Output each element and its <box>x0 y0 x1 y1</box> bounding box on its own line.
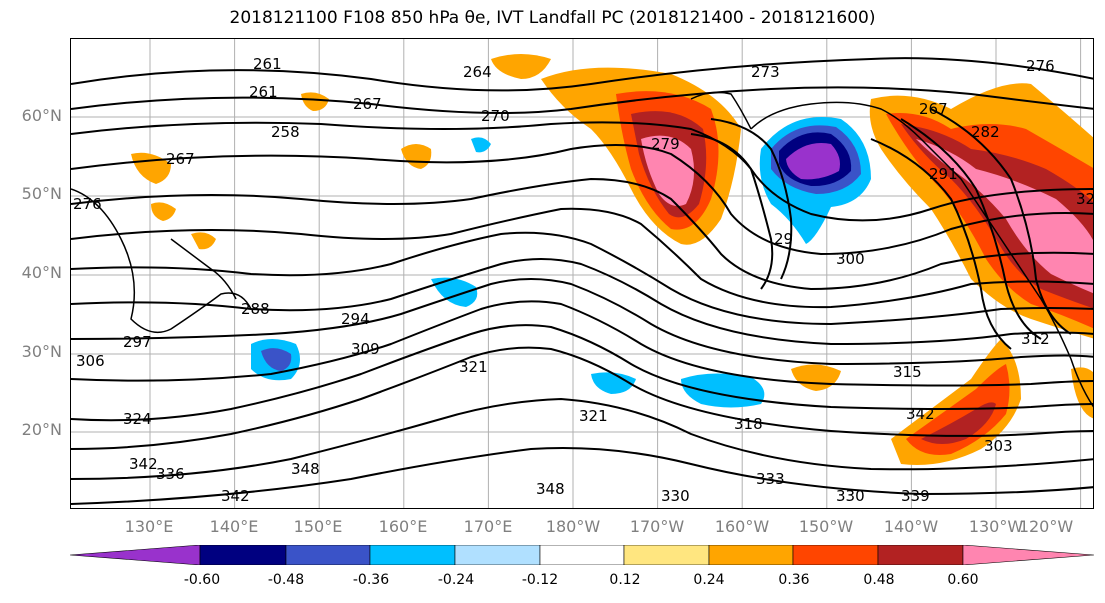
contour-label: 321 <box>579 407 608 425</box>
contour-label: 297 <box>123 333 152 351</box>
contour-label: 342 <box>221 487 250 505</box>
colorbar-segment <box>962 545 1094 565</box>
lon-label-180w: 180°W <box>545 517 601 536</box>
lat-label-50n: 50°N <box>21 184 62 203</box>
contour-label-group: 261 261 258 264 267 270 273 276 279 282 291 29 300 27… <box>73 55 1094 505</box>
lon-label-150e: 150°E <box>293 517 343 536</box>
lat-label-60n: 60°N <box>21 106 62 125</box>
contour-label: 300 <box>836 250 865 268</box>
contour-label: 270 <box>481 107 510 125</box>
lon-label-140e: 140°E <box>209 517 259 536</box>
contour-label: 29 <box>774 230 793 248</box>
colorbar-tick-label: -0.60 <box>183 572 221 588</box>
contour-label: 336 <box>156 465 185 483</box>
colorbar-tick-label: -0.12 <box>521 572 559 588</box>
contour-label: 303 <box>984 437 1013 455</box>
lat-label-30n: 30°N <box>21 342 62 361</box>
colorbar <box>70 545 1094 565</box>
colorbar-segment <box>623 545 710 565</box>
lon-label-170e: 170°E <box>463 517 513 536</box>
contour-label: 282 <box>971 123 1000 141</box>
contour-label: 294 <box>341 310 370 328</box>
colorbar-tick-label: -0.48 <box>267 572 305 588</box>
contour-label: 267 <box>353 95 382 113</box>
contour-label: 339 <box>901 487 930 505</box>
contour-label: 279 <box>651 135 680 153</box>
contour-label: 273 <box>751 63 780 81</box>
contour-label: 261 <box>249 83 278 101</box>
colorbar-segment <box>285 545 371 565</box>
colorbar-segment <box>70 545 201 565</box>
lon-label-160w: 160°W <box>714 517 770 536</box>
contour-label: 267 <box>166 150 195 168</box>
coastlines <box>71 91 1093 408</box>
lon-label-150w: 150°W <box>798 517 854 536</box>
colorbar-segment <box>792 545 879 565</box>
colorbar-segment <box>369 545 456 565</box>
contour-label: 324 <box>123 410 152 428</box>
colorbar-segment <box>877 545 964 565</box>
colorbar-segment <box>539 545 625 565</box>
contour-label: 348 <box>536 480 565 498</box>
contour-label: 264 <box>463 63 492 81</box>
colorbar-tick-label: 0.24 <box>693 572 725 588</box>
contour-label: 342 <box>129 455 158 473</box>
lat-label-40n: 40°N <box>21 263 62 282</box>
contour-label: 318 <box>734 415 763 433</box>
contour-label: 267 <box>919 100 948 118</box>
lon-label-160e: 160°E <box>378 517 428 536</box>
colorbar-segment <box>199 545 287 565</box>
contour-label: 342 <box>906 405 935 423</box>
colorbar-segment <box>454 545 541 565</box>
contour-label: 309 <box>351 340 380 358</box>
colorbar-tick-label: -0.24 <box>437 572 475 588</box>
contour-label: 315 <box>893 363 922 381</box>
colorbar-tick-label: -0.36 <box>352 572 390 588</box>
contour-label: 276 <box>73 195 102 213</box>
contour-label: 330 <box>836 487 865 505</box>
contour-label: 348 <box>291 460 320 478</box>
map-panel: 261 261 258 264 267 270 273 276 279 282 291 29 300 27… <box>70 38 1094 509</box>
contour-label: 306 <box>76 352 105 370</box>
contour-label: 32 <box>1076 190 1094 208</box>
lon-label-140w: 140°W <box>883 517 939 536</box>
lat-label-20n: 20°N <box>21 420 62 439</box>
contour-label: 333 <box>756 470 785 488</box>
contour-label: 288 <box>241 300 270 318</box>
lon-label-130w: 130°W <box>968 517 1024 536</box>
colorbar-tick-label: 0.12 <box>609 572 641 588</box>
contour-label: 276 <box>1026 57 1055 75</box>
contour-lines <box>71 57 1093 505</box>
contour-label: 321 <box>459 358 488 376</box>
colorbar-tick-label: 0.60 <box>947 572 979 588</box>
contour-label: 258 <box>271 123 300 141</box>
map-svg: 261 261 258 264 267 270 273 276 279 282 291 29 300 27… <box>71 39 1094 508</box>
colorbar-tick-label: 0.48 <box>863 572 895 588</box>
colorbar-tick-label: 0.36 <box>778 572 810 588</box>
contour-label: 291 <box>929 165 958 183</box>
lon-label-120w: 120°W <box>1018 517 1074 536</box>
colorbar-segment <box>708 545 794 565</box>
lon-label-170w: 170°W <box>629 517 685 536</box>
map-title: 2018121100 F108 850 hPa θe, IVT Landfall… <box>229 8 876 28</box>
contour-label: 261 <box>253 55 282 73</box>
contour-label: 312 <box>1021 330 1050 348</box>
lon-label-130e: 130°E <box>124 517 174 536</box>
contour-label: 330 <box>661 487 690 505</box>
